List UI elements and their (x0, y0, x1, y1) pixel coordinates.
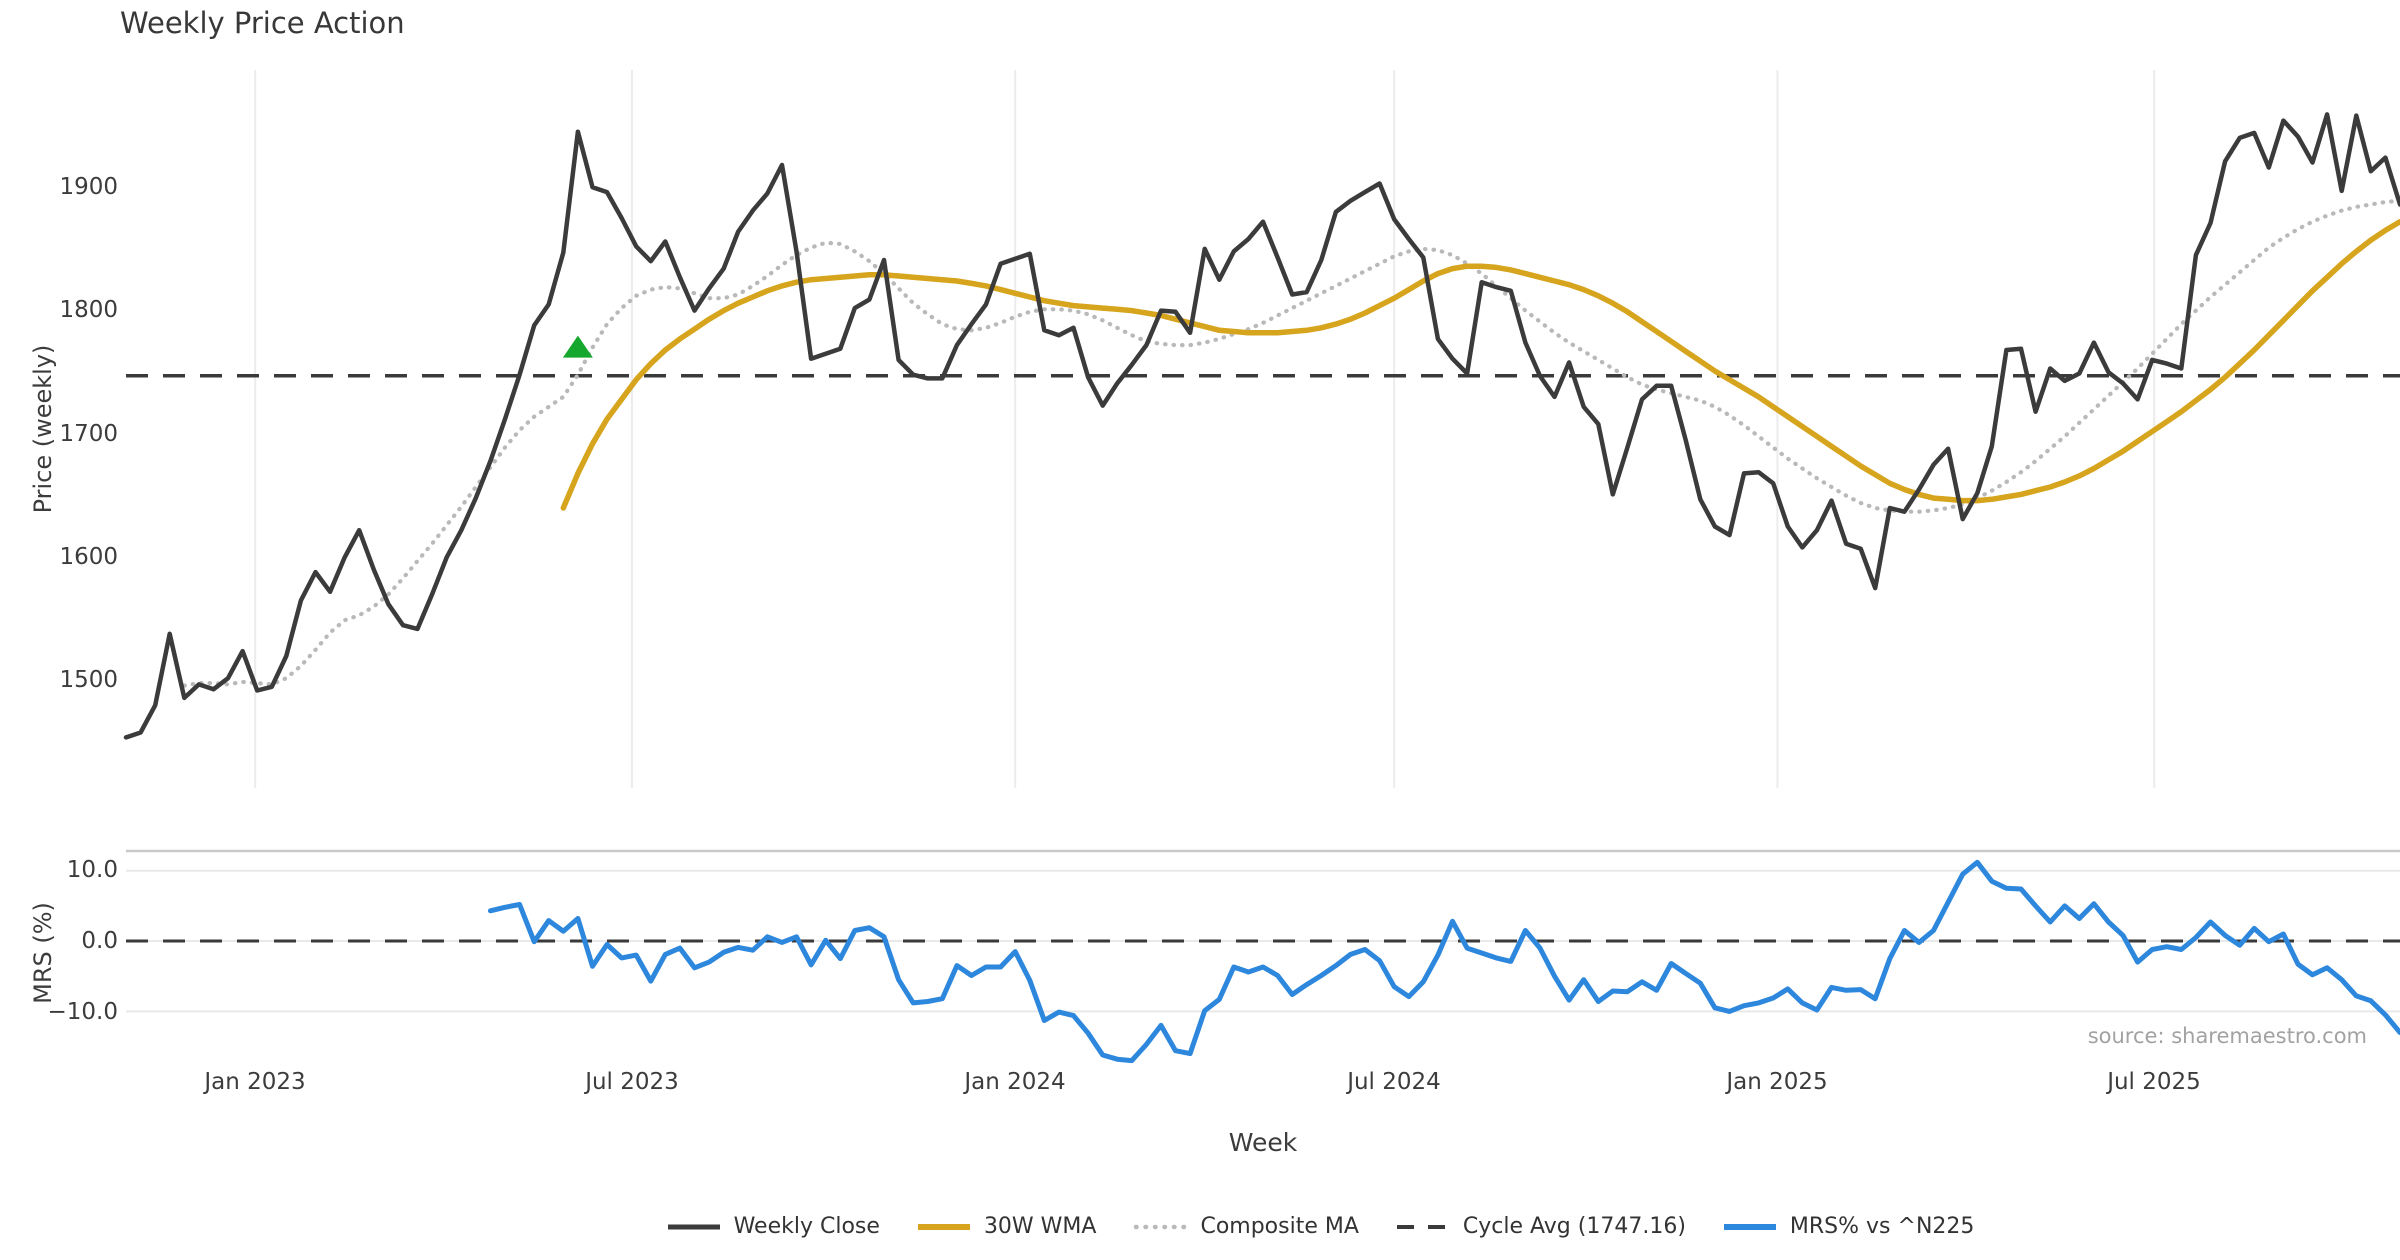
dotted-line-icon (1134, 1224, 1189, 1229)
legend-label: 30W WMA (983, 1214, 1097, 1239)
buy-signal-triangle-icon (562, 335, 593, 358)
price-tick-label: 1700 (59, 421, 118, 447)
legend-item-mrs: MRS% vs ^N225 (1722, 1214, 1975, 1239)
30w-wma-line (560, 218, 2400, 511)
price-axis-label: Price (weekly) (29, 344, 57, 514)
weekly-close-line-icon (667, 1224, 720, 1229)
mrs-axis-label: MRS (%) (29, 902, 57, 1004)
mrs-tick-label: 0.0 (81, 928, 118, 954)
mrs-tick-label: 10.0 (66, 857, 118, 883)
price-tick-label: 1800 (59, 297, 118, 323)
legend-label: MRS% vs ^N225 (1789, 1214, 1975, 1239)
x-tick-label: Jan 2025 (1726, 1069, 1828, 1095)
composite-ma-line (182, 198, 2400, 688)
legend-label: Cycle Avg (1747.16) (1462, 1214, 1686, 1239)
legend-label: Composite MA (1200, 1214, 1359, 1239)
x-axis-label: Week (1228, 1128, 1298, 1157)
wma-line-icon (917, 1223, 970, 1230)
price-tick-label: 1600 (59, 544, 118, 570)
price-tick-label: 1900 (59, 174, 118, 200)
dashed-line-icon (1396, 1224, 1451, 1229)
weekly-close-line (123, 112, 2400, 740)
x-tick-label: Jan 2024 (964, 1069, 1066, 1095)
legend-item-composite-ma: Composite MA (1132, 1214, 1359, 1239)
x-tick-label: Jul 2023 (585, 1069, 679, 1095)
legend-item-weekly-close: Weekly Close (666, 1214, 880, 1239)
mrs-vs-n225-line (487, 859, 2400, 1064)
x-tick-label: Jul 2024 (1347, 1069, 1441, 1095)
x-tick-label: Jan 2023 (204, 1069, 306, 1095)
x-tick-label: Jul 2025 (2107, 1069, 2201, 1095)
mrs-tick-label: −10.0 (47, 999, 118, 1025)
price-tick-label: 1500 (59, 667, 118, 693)
source-credit: source: sharemaestro.com (2087, 1024, 2367, 1048)
mrs-line-icon (1723, 1223, 1776, 1230)
legend-item-cycle-avg: Cycle Avg (1747.16) (1395, 1214, 1686, 1239)
legend-item-30w-wma: 30W WMA (916, 1214, 1097, 1239)
chart-title: Weekly Price Action (120, 6, 405, 40)
legend: Weekly Close 30W WMA Composite MA Cycle … (0, 1214, 2400, 1239)
legend-label: Weekly Close (733, 1214, 880, 1239)
